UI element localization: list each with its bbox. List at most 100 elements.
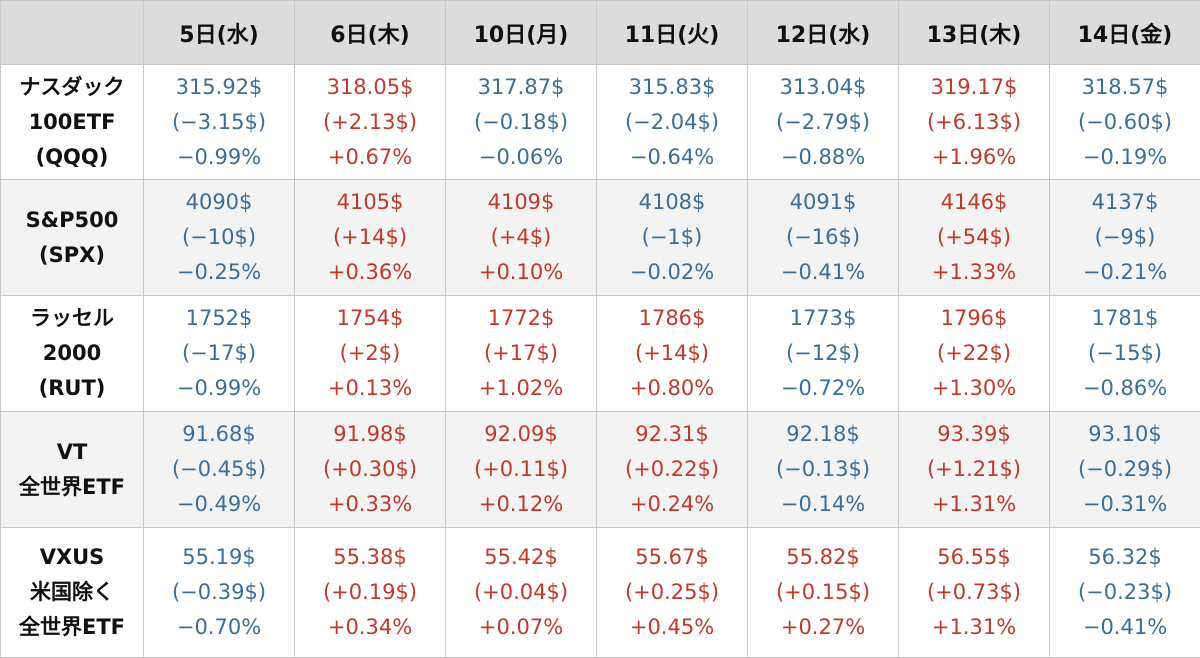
change-value: (+17$) — [446, 336, 596, 371]
percent-change: +0.36% — [295, 255, 445, 290]
price-cell: 1773$(−12$)−0.72% — [748, 296, 899, 412]
price-cell: 55.82$(+0.15$)+0.27% — [748, 528, 899, 658]
price-value: 4090$ — [144, 185, 294, 220]
price-cell: 313.04$(−2.79$)−0.88% — [748, 65, 899, 180]
percent-change: −0.72% — [748, 371, 898, 406]
percent-change: −0.31% — [1050, 487, 1200, 522]
percent-change: −0.19% — [1050, 140, 1200, 175]
row-header-line: S&P500 — [1, 203, 143, 238]
row-header-line: 全世界ETF — [1, 610, 143, 645]
column-header: 6日(木) — [295, 1, 446, 65]
change-value: (+0.25$) — [597, 575, 747, 610]
percent-change: +0.10% — [446, 255, 596, 290]
price-value: 55.19$ — [144, 540, 294, 575]
row-header-line: 2000 — [1, 336, 143, 371]
change-value: (−2.04$) — [597, 105, 747, 140]
price-value: 313.04$ — [748, 70, 898, 105]
price-value: 1796$ — [899, 301, 1049, 336]
corner-cell — [1, 1, 144, 65]
price-value: 1786$ — [597, 301, 747, 336]
price-value: 92.09$ — [446, 417, 596, 452]
price-cell: 1786$(+14$)+0.80% — [597, 296, 748, 412]
percent-change: +0.12% — [446, 487, 596, 522]
row-header-line: (QQQ) — [1, 140, 143, 175]
change-value: (+14$) — [597, 336, 747, 371]
price-value: 55.42$ — [446, 540, 596, 575]
price-value: 317.87$ — [446, 70, 596, 105]
price-cell: 1781$(−15$)−0.86% — [1050, 296, 1200, 412]
change-value: (−0.45$) — [144, 452, 294, 487]
price-cell: 93.39$(+1.21$)+1.31% — [899, 412, 1050, 528]
percent-change: +0.45% — [597, 610, 747, 645]
price-value: 91.68$ — [144, 417, 294, 452]
change-value: (−0.39$) — [144, 575, 294, 610]
column-header: 11日(火) — [597, 1, 748, 65]
change-value: (−10$) — [144, 220, 294, 255]
price-value: 1772$ — [446, 301, 596, 336]
price-cell: 315.92$(−3.15$)−0.99% — [144, 65, 295, 180]
price-value: 93.39$ — [899, 417, 1049, 452]
price-cell: 317.87$(−0.18$)−0.06% — [446, 65, 597, 180]
percent-change: +1.33% — [899, 255, 1049, 290]
percent-change: −0.41% — [748, 255, 898, 290]
column-header: 5日(水) — [144, 1, 295, 65]
price-cell: 56.55$(+0.73$)+1.31% — [899, 528, 1050, 658]
percent-change: −0.25% — [144, 255, 294, 290]
price-cell: 92.18$(−0.13$)−0.14% — [748, 412, 899, 528]
table-row: S&P500(SPX)4090$(−10$)−0.25%4105$(+14$)+… — [1, 180, 1200, 296]
change-value: (+0.15$) — [748, 575, 898, 610]
percent-change: +1.31% — [899, 487, 1049, 522]
change-value: (−9$) — [1050, 220, 1200, 255]
change-value: (−0.23$) — [1050, 575, 1200, 610]
percent-change: +0.67% — [295, 140, 445, 175]
price-cell: 4137$(−9$)−0.21% — [1050, 180, 1200, 296]
price-cell: 4090$(−10$)−0.25% — [144, 180, 295, 296]
price-cell: 1772$(+17$)+1.02% — [446, 296, 597, 412]
change-value: (+0.30$) — [295, 452, 445, 487]
price-cell: 91.68$(−0.45$)−0.49% — [144, 412, 295, 528]
price-cell: 318.05$(+2.13$)+0.67% — [295, 65, 446, 180]
row-header-line: ラッセル — [1, 301, 143, 336]
row-header-line: 全世界ETF — [1, 470, 143, 505]
price-cell: 92.09$(+0.11$)+0.12% — [446, 412, 597, 528]
row-header-line: (SPX) — [1, 238, 143, 273]
price-cell: 55.42$(+0.04$)+0.07% — [446, 528, 597, 658]
column-header: 12日(水) — [748, 1, 899, 65]
row-header-line: ナスダック — [1, 70, 143, 105]
percent-change: +1.96% — [899, 140, 1049, 175]
change-value: (+0.73$) — [899, 575, 1049, 610]
price-cell: 4108$(−1$)−0.02% — [597, 180, 748, 296]
change-value: (+1.21$) — [899, 452, 1049, 487]
percent-change: −0.86% — [1050, 371, 1200, 406]
change-value: (−17$) — [144, 336, 294, 371]
change-value: (+22$) — [899, 336, 1049, 371]
row-header-line: VXUS — [1, 540, 143, 575]
percent-change: +1.30% — [899, 371, 1049, 406]
row-header-line: 100ETF — [1, 105, 143, 140]
price-value: 4109$ — [446, 185, 596, 220]
price-value: 56.55$ — [899, 540, 1049, 575]
percent-change: −0.02% — [597, 255, 747, 290]
change-value: (+2.13$) — [295, 105, 445, 140]
price-value: 91.98$ — [295, 417, 445, 452]
change-value: (+14$) — [295, 220, 445, 255]
percent-change: −0.88% — [748, 140, 898, 175]
price-value: 92.31$ — [597, 417, 747, 452]
percent-change: +0.80% — [597, 371, 747, 406]
price-cell: 4109$(+4$)+0.10% — [446, 180, 597, 296]
price-value: 318.57$ — [1050, 70, 1200, 105]
price-value: 1781$ — [1050, 301, 1200, 336]
change-value: (−3.15$) — [144, 105, 294, 140]
change-value: (+0.19$) — [295, 575, 445, 610]
percent-change: −0.06% — [446, 140, 596, 175]
change-value: (−16$) — [748, 220, 898, 255]
change-value: (−0.18$) — [446, 105, 596, 140]
price-value: 1754$ — [295, 301, 445, 336]
percent-change: −0.14% — [748, 487, 898, 522]
percent-change: +0.34% — [295, 610, 445, 645]
change-value: (−15$) — [1050, 336, 1200, 371]
